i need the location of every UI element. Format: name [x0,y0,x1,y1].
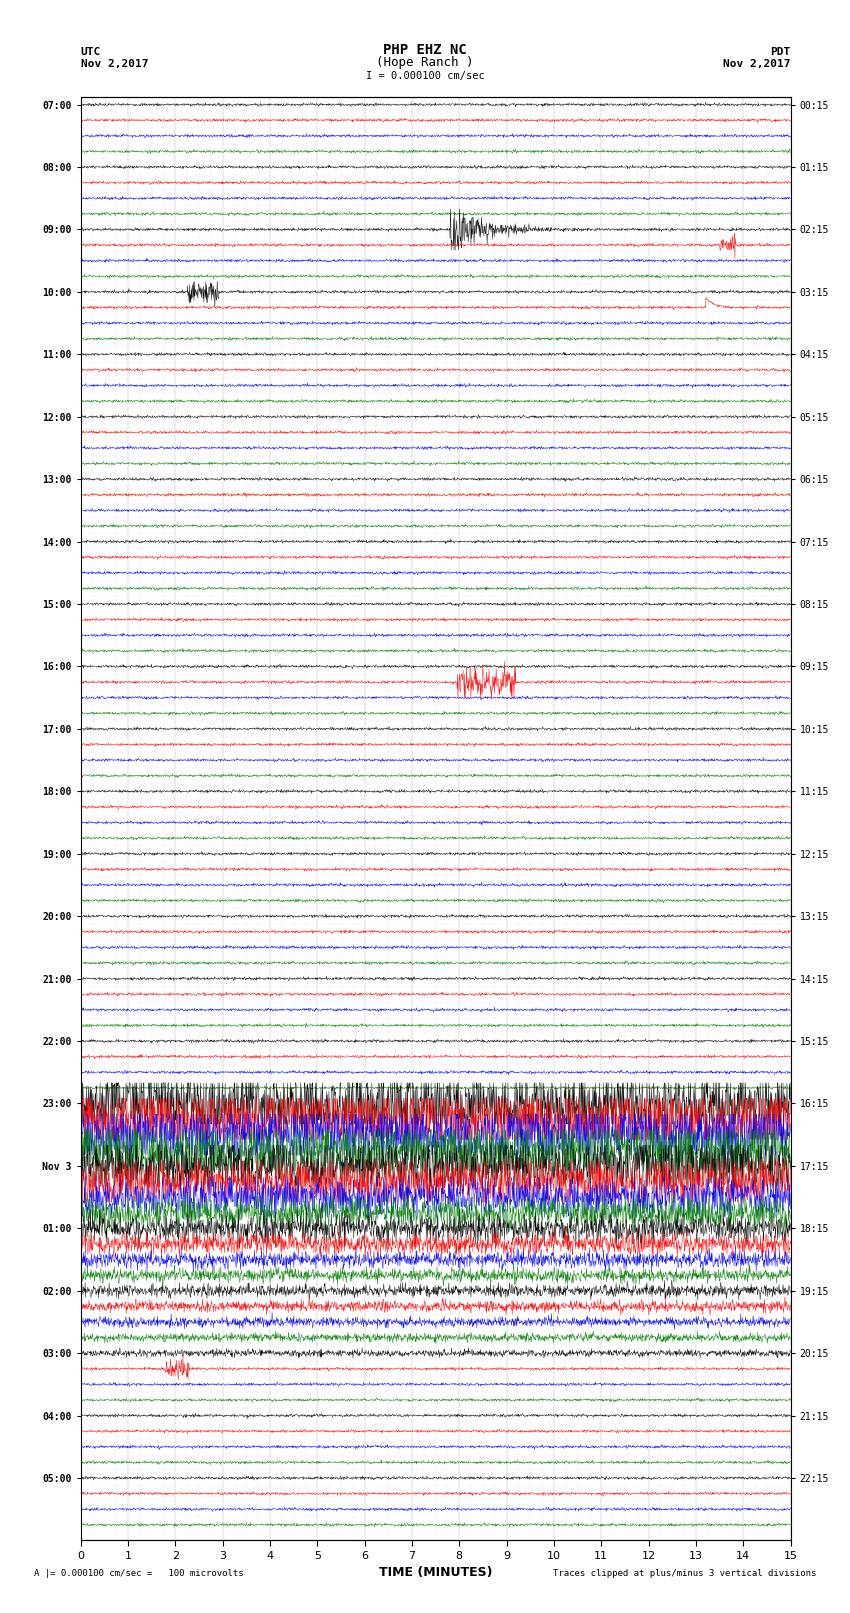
X-axis label: TIME (MINUTES): TIME (MINUTES) [379,1566,492,1579]
Text: UTC: UTC [81,47,101,58]
Text: I = 0.000100 cm/sec: I = 0.000100 cm/sec [366,71,484,82]
Text: PDT: PDT [770,47,790,58]
Text: A |= 0.000100 cm/sec =   100 microvolts: A |= 0.000100 cm/sec = 100 microvolts [34,1568,244,1578]
Text: PHP EHZ NC: PHP EHZ NC [383,44,467,58]
Text: Traces clipped at plus/minus 3 vertical divisions: Traces clipped at plus/minus 3 vertical … [552,1568,816,1578]
Text: Nov 2,2017: Nov 2,2017 [81,60,148,69]
Text: (Hope Ranch ): (Hope Ranch ) [377,56,473,69]
Text: Nov 2,2017: Nov 2,2017 [723,60,791,69]
